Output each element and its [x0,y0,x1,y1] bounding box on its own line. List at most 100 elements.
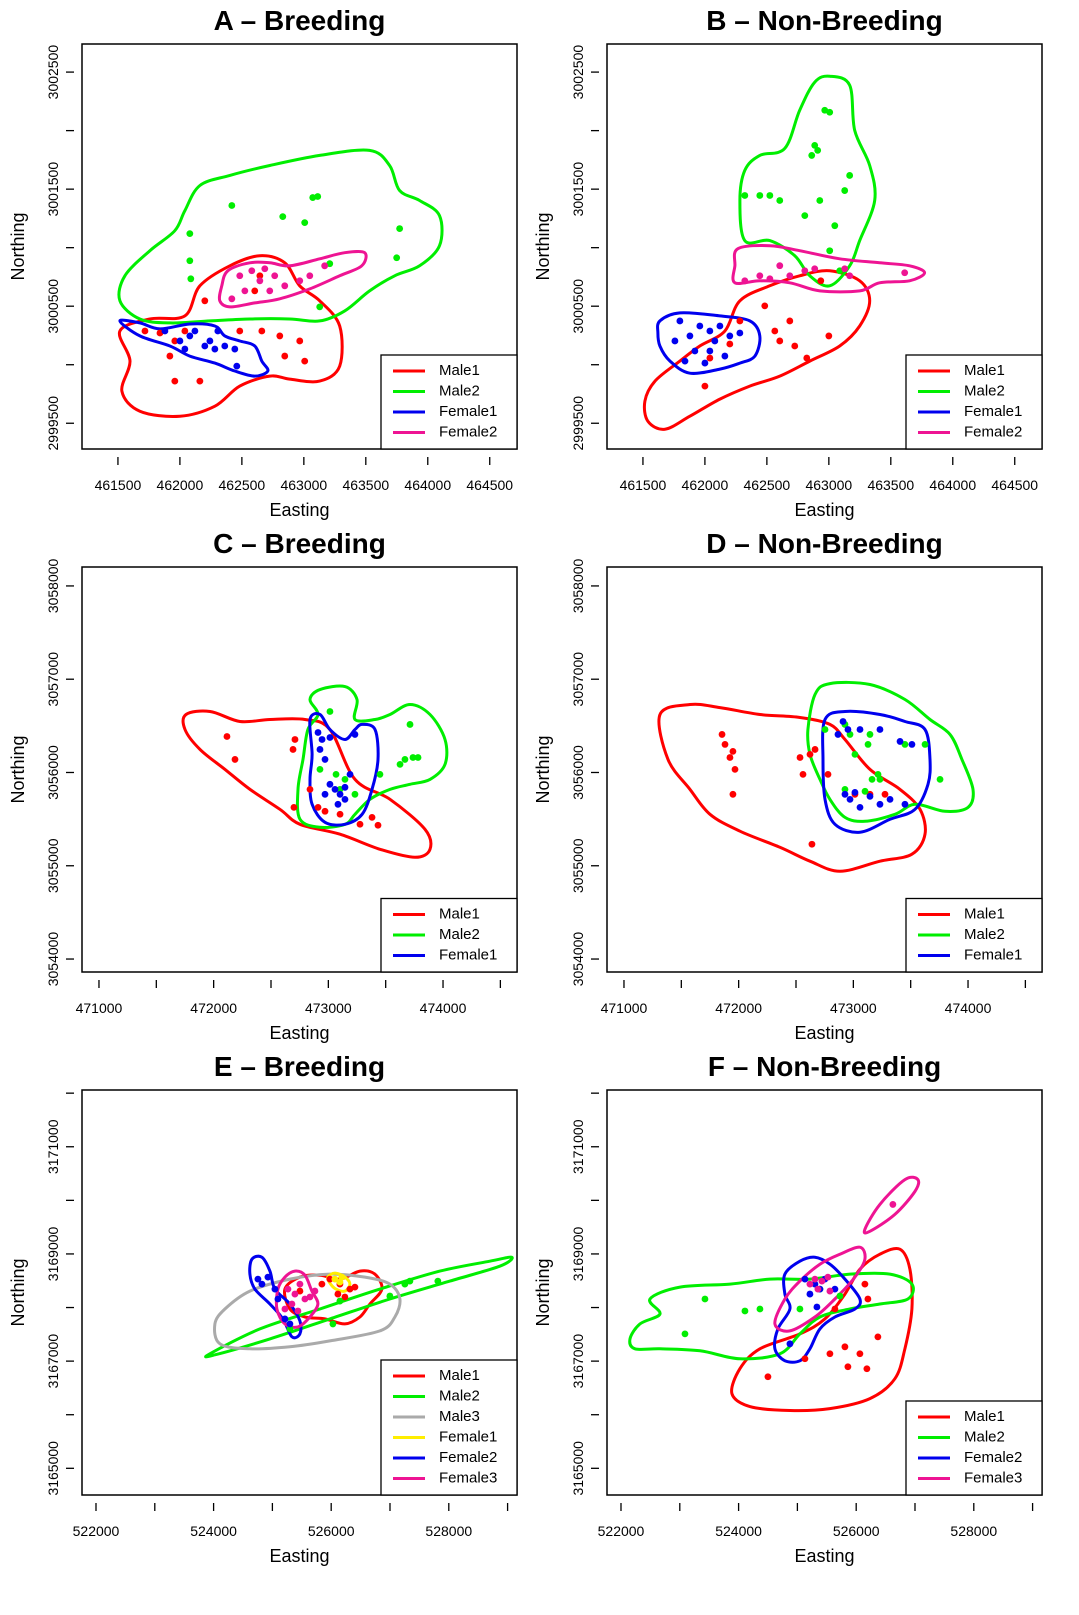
location-point [801,1275,809,1283]
panel: E – Breeding Easting Northing 522000 524000 5… [8,1051,518,1566]
location-point [889,1201,897,1208]
y-tick-label: 3055000 [45,838,61,893]
plot-area [628,1175,921,1413]
location-point [834,731,842,738]
location-point [681,1330,689,1338]
plot-frame [606,566,1043,973]
location-point [141,327,149,335]
home-range-contour [656,311,762,375]
x-axis-label: Easting [794,500,854,520]
legend: Male1 Male2 Female1 Female2 [905,354,1043,450]
legend-label: Female1 [439,946,497,963]
location-point [831,222,839,230]
x-tick-label: 461500 [620,477,667,493]
x-tick-label: 463500 [867,477,914,493]
legend-label: Male3 [439,1408,480,1425]
y-axis-label: Northing [533,1258,553,1326]
y-tick-label: 2999500 [570,396,586,451]
location-point [796,1305,804,1313]
location-point [776,197,784,204]
location-point [803,354,811,362]
location-point [336,1297,344,1305]
location-point [676,317,684,325]
location-point [281,1305,289,1313]
plot-area [181,684,449,859]
plot-area [117,148,444,418]
y-tick-label: 3001500 [45,162,61,217]
location-point [401,1280,409,1288]
home-range-contour [217,249,368,309]
plot-area [642,74,927,431]
location-point [836,1292,844,1300]
plot-frame [81,566,518,973]
y-tick-label: 3169000 [570,1226,586,1281]
location-point [799,770,807,778]
legend-label: Female2 [439,1449,497,1466]
location-point [316,303,324,311]
location-point [187,275,195,283]
home-range-contour [248,1254,303,1340]
x-tick-label: 461500 [95,477,142,493]
location-point [796,754,804,761]
y-tick-label: 3058000 [45,558,61,613]
y-tick-label: 3167000 [570,1334,586,1389]
location-point [817,277,825,285]
location-point [241,287,249,295]
location-point [206,337,214,345]
location-point [256,272,264,280]
location-point [846,795,854,803]
y-tick-label: 3002500 [45,45,61,100]
location-point [396,225,404,232]
location-point [808,152,816,159]
location-point [801,267,809,275]
location-point [731,766,739,773]
location-point [886,795,894,803]
home-range-contour [295,684,449,830]
location-point [764,1373,772,1381]
legend-box [380,1359,518,1496]
location-point [801,1355,809,1363]
legend-label: Female2 [964,1449,1022,1466]
location-point [301,357,309,365]
location-point [321,790,329,798]
y-tick-label: 3000500 [45,279,61,334]
x-tick-label: 524000 [715,1523,762,1539]
y-axis-label: Northing [8,212,28,280]
location-point [288,1300,296,1308]
y-tick-label: 2999500 [45,396,61,451]
location-point [721,741,729,748]
location-point [274,1295,282,1303]
location-point [341,783,349,791]
x-tick-label: 464000 [404,477,451,493]
location-point [825,332,833,340]
location-point [876,726,884,733]
legend-label: Male1 [964,1408,1005,1425]
location-point [756,272,764,280]
home-range-contour [204,1255,514,1359]
legend-label: Male1 [964,362,1005,379]
location-point [186,332,194,340]
y-tick-label: 3058000 [570,558,586,613]
panel: A – Breeding Easting Northing 461500 462000 4… [8,5,518,520]
location-point [181,345,189,353]
location-point [826,1287,834,1295]
location-point [271,1285,279,1293]
location-point [701,382,709,390]
x-tick-label: 462000 [157,477,204,493]
x-tick-label: 522000 [598,1523,645,1539]
location-point [296,1287,304,1295]
location-point [186,230,194,238]
y-tick-label: 3054000 [45,932,61,987]
legend: Male1 Male2 Female1 [380,897,518,973]
location-point [326,780,334,788]
legend: Male1 Male2 Female1 Female2 [380,354,518,450]
x-tick-label: 463000 [805,477,852,493]
location-point [786,317,794,325]
location-point [264,1273,272,1281]
x-tick-label: 474000 [945,1000,992,1016]
location-point [406,721,414,728]
location-point [864,741,872,748]
panel-title: B – Non-Breeding [706,5,942,36]
home-range-contour [118,318,270,378]
